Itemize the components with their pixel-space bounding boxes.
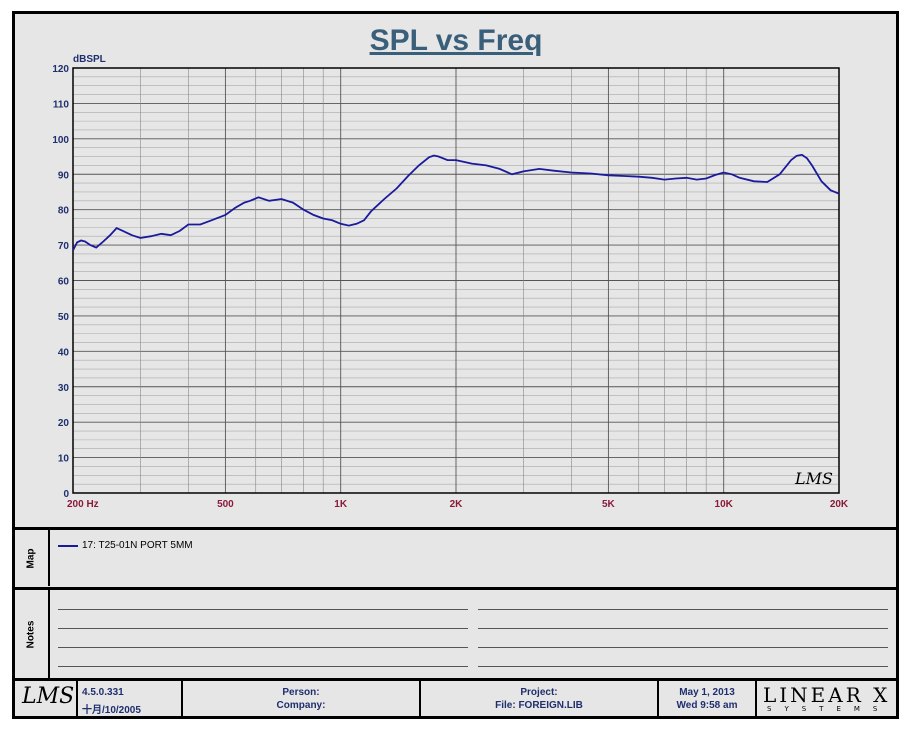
file-label: File: FOREIGN.LIB <box>495 700 583 711</box>
map-label: Map <box>14 530 50 586</box>
note-line <box>478 628 888 629</box>
y-tick-label: 60 <box>58 277 70 288</box>
legend-entry: 17: T25-01N PORT 5MM <box>82 540 193 551</box>
note-line <box>478 647 888 648</box>
notes-panel <box>12 587 899 681</box>
note-line <box>478 666 888 667</box>
note-line <box>58 628 468 629</box>
footer-person-cell: Person: Company: <box>183 681 421 717</box>
plot-area <box>72 67 840 494</box>
x-tick-label: 500 <box>217 499 234 510</box>
note-line <box>58 609 468 610</box>
note-line <box>58 647 468 648</box>
lms-logo: LMS <box>22 684 75 709</box>
y-tick-label: 50 <box>58 312 70 323</box>
note-line <box>478 609 888 610</box>
company-label: Company: <box>276 700 326 711</box>
x-tick-label: 2K <box>450 499 464 510</box>
footer-logo-cell: LMS <box>14 681 78 717</box>
brand-subtitle: SYSTEMS <box>767 705 891 713</box>
y-tick-label: 10 <box>58 454 70 465</box>
y-tick-label: 120 <box>52 64 69 75</box>
footer-version-cell: 4.5.0.331 十月/10/2005 <box>78 681 183 717</box>
y-tick-label: 80 <box>58 206 70 217</box>
note-line <box>58 666 468 667</box>
footer-brand-cell: LINEAR X SYSTEMS <box>757 681 897 717</box>
x-tick-label: 10K <box>715 499 734 510</box>
y-tick-label: 110 <box>53 99 70 110</box>
y-axis-label: dBSPL <box>73 54 106 65</box>
y-tick-label: 70 <box>58 241 70 252</box>
y-tick-label: 20 <box>58 418 70 429</box>
x-tick-label: 1K <box>334 499 348 510</box>
series-line <box>72 153 840 251</box>
x-tick-label: 200 Hz <box>67 499 99 510</box>
x-tick-label: 20K <box>830 499 849 510</box>
legend-swatch <box>58 544 78 547</box>
x-tick-label: 5K <box>602 499 616 510</box>
version-text: 4.5.0.331 <box>82 687 124 698</box>
spl-chart: dBSPL 0 10 20 30 40 50 60 70 80 90 100 110 120 200 H… <box>52 54 849 510</box>
date-text: May 1, 2013 <box>679 687 735 698</box>
time-text: Wed 9:58 am <box>676 700 738 711</box>
grid <box>72 67 840 494</box>
brand-logo: LINEAR X <box>763 683 891 707</box>
person-label: Person: <box>282 687 320 698</box>
y-tick-label: 100 <box>52 135 69 146</box>
legend: 17: T25-01N PORT 5MM <box>58 540 193 551</box>
map-panel <box>12 527 899 589</box>
footer-date-cell: May 1, 2013 Wed 9:58 am <box>659 681 757 717</box>
project-label: Project: <box>520 687 558 698</box>
page-frame <box>12 11 899 719</box>
build-date-text: 十月/10/2005 <box>82 705 141 716</box>
notes-label: Notes <box>14 590 50 678</box>
y-tick-label: 30 <box>58 383 70 394</box>
lms-watermark: LMS <box>794 469 833 488</box>
y-tick-label: 0 <box>63 489 69 500</box>
footer: LMS 4.5.0.331 十月/10/2005 Person: Company… <box>14 681 897 717</box>
y-tick-label: 40 <box>58 347 70 358</box>
chart-title: SPL vs Freq <box>369 24 543 57</box>
y-tick-label: 90 <box>58 170 70 181</box>
footer-project-cell: Project: File: FOREIGN.LIB <box>421 681 659 717</box>
